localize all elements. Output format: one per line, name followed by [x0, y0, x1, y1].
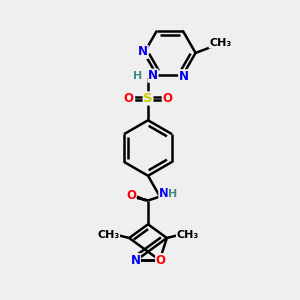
Text: CH₃: CH₃: [97, 230, 119, 240]
Text: H: H: [168, 189, 177, 199]
Text: O: O: [123, 92, 133, 105]
Text: O: O: [163, 92, 173, 105]
Text: N: N: [179, 70, 189, 83]
Text: N: N: [138, 45, 148, 58]
Text: O: O: [156, 254, 166, 267]
Text: N: N: [130, 254, 140, 267]
Text: CH₃: CH₃: [176, 230, 199, 240]
Text: CH₃: CH₃: [209, 38, 232, 48]
Text: O: O: [126, 189, 136, 202]
Text: S: S: [143, 92, 153, 105]
Text: N: N: [148, 69, 158, 82]
Text: H: H: [134, 71, 143, 81]
Text: N: N: [159, 187, 169, 200]
